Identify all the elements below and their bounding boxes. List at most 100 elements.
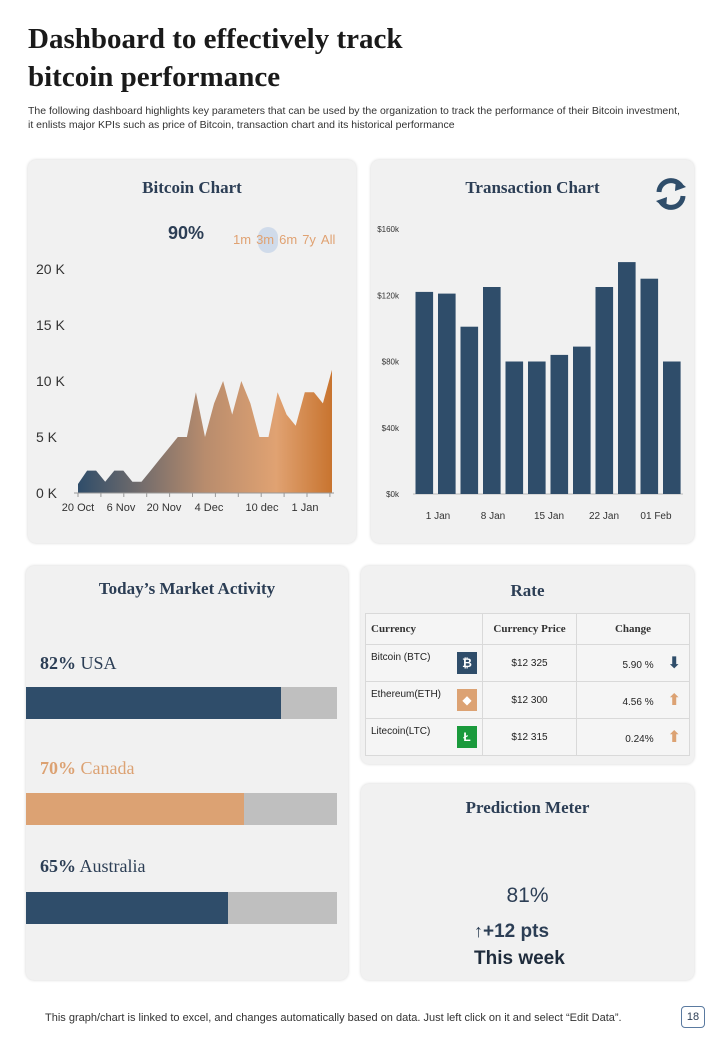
market-row-percent: 82% — [40, 653, 76, 673]
transaction-chart-card: Transaction Chart $0k $40k $80k $120k $160k 1… — [371, 160, 694, 543]
range-selected-indicator — [258, 227, 278, 253]
transaction-bar — [505, 361, 524, 494]
prediction-points-value: +12 pts — [483, 921, 550, 942]
rate-change-cell: 0.24% ⬆ — [576, 718, 690, 756]
transaction-bar-chart[interactable]: $0k $40k $80k $120k $160k 1 Jan 8 Jan 15 Jan 22 … — [371, 160, 694, 543]
currency-price: $12 325 — [482, 644, 577, 682]
range-option-1m[interactable]: 1m — [233, 232, 252, 247]
transaction-bar — [460, 326, 479, 494]
market-activity-title: Today’s Market Activity — [98, 579, 276, 598]
market-row-label: 70% Canada — [40, 758, 134, 779]
page-title-line2: bitcoin performance — [28, 61, 281, 93]
prediction-percent: 81% — [506, 884, 549, 907]
market-bar-fill — [26, 793, 244, 825]
transaction-bar — [640, 278, 659, 494]
change-value: 0.24% — [625, 734, 654, 745]
rate-change-cell: 4.56 % ⬆ — [576, 681, 690, 719]
market-bar-fill — [26, 892, 229, 924]
y-tick-label: 20 K — [36, 261, 65, 277]
bitcoin-chart-card: Bitcoin Chart 90% 1m 3m 6m 7y All 0 K 5 K 10 K… — [28, 160, 356, 543]
x-tick-label: 01 Feb — [640, 511, 672, 522]
down-arrow-icon: ⬇ — [667, 655, 681, 672]
rate-header-price: Currency Price — [482, 613, 577, 645]
rate-card: Rate Currency Currency Price Change Bitc… — [361, 566, 694, 764]
footer-note: This graph/chart is linked to excel, and… — [45, 1012, 622, 1024]
page-title-line1: Dashboard to effectively track — [28, 23, 403, 55]
market-bar-track — [26, 892, 337, 924]
market-row-label: 65% Australia — [40, 856, 146, 877]
market-row-percent: 65% — [40, 856, 76, 876]
x-tick-label: 4 Dec — [195, 502, 224, 514]
rate-row: Bitcoin (BTC) ₿ $12 325 5.90 % ⬇ — [365, 644, 690, 682]
y-tick-label: $0k — [386, 490, 400, 499]
coin-icon: Ł — [457, 726, 477, 748]
page-number: 18 — [681, 1006, 705, 1028]
range-option-6m[interactable]: 6m — [279, 232, 298, 247]
prediction-period: This week — [474, 948, 565, 969]
currency-price: $12 315 — [482, 718, 577, 756]
x-tick-label: 10 dec — [245, 502, 279, 514]
transaction-bar — [663, 361, 681, 494]
bitcoin-chart-title: Bitcoin Chart — [142, 178, 242, 197]
y-tick-label: 10 K — [36, 373, 65, 389]
market-bar-track — [26, 687, 337, 719]
market-row-percent: 70% — [40, 758, 76, 778]
y-tick-label: 15 K — [36, 317, 65, 333]
transaction-bar — [618, 262, 636, 494]
up-arrow-icon: ⬆ — [667, 729, 681, 746]
bitcoin-price-area — [78, 369, 332, 493]
range-option-3m[interactable]: 3m — [256, 232, 275, 247]
transaction-bar — [550, 354, 569, 494]
currency-name: Ethereum(ETH) — [371, 689, 442, 700]
rate-currency-cell: Bitcoin (BTC) ₿ — [365, 644, 483, 682]
y-tick-label: $40k — [382, 424, 400, 433]
prediction-points: ↑+12 pts — [474, 921, 549, 943]
page-subtitle: The following dashboard highlights key p… — [28, 105, 680, 131]
x-tick-label: 6 Nov — [107, 502, 136, 514]
prediction-meter-title: Prediction Meter — [465, 798, 590, 817]
market-row-country: USA — [80, 653, 117, 673]
up-arrow-icon: ↑ — [474, 921, 483, 941]
coin-icon: ◆ — [457, 689, 477, 711]
range-option-All[interactable]: All — [320, 232, 336, 247]
currency-name: Bitcoin (BTC) — [371, 652, 431, 663]
bitcoin-area-chart[interactable]: 0 K 5 K 10 K 15 K 20 K 20 Oct 6 Nov 20 Nov 4 Dec… — [28, 160, 356, 543]
market-row-country: Canada — [80, 758, 135, 778]
transaction-bar — [528, 361, 546, 494]
rate-header-change: Change — [576, 613, 690, 645]
y-tick-label: 5 K — [36, 429, 58, 445]
transaction-chart-title: Transaction Chart — [465, 178, 600, 197]
refresh-icon[interactable] — [651, 174, 691, 214]
y-tick-label: $80k — [382, 358, 400, 367]
market-bar-fill — [26, 687, 282, 719]
rate-table: Currency Currency Price Change Bitcoin (… — [365, 613, 690, 756]
transaction-bar — [595, 287, 614, 494]
market-activity-card: Today’s Market Activity 82% USA 70% Canad… — [26, 566, 348, 980]
market-row-label: 82% USA — [40, 653, 117, 674]
currency-name: Litecoin(LTC) — [371, 726, 431, 737]
x-tick-label: 20 Nov — [147, 502, 182, 514]
transaction-bar — [573, 346, 591, 494]
x-tick-label: 1 Jan — [426, 511, 450, 522]
rate-row: Litecoin(LTC) Ł $12 315 0.24% ⬆ — [365, 718, 690, 756]
rate-row: Ethereum(ETH) ◆ $12 300 4.56 % ⬆ — [365, 681, 690, 719]
transaction-bar — [438, 293, 456, 494]
range-selector[interactable]: 1m 3m 6m 7y All — [233, 232, 340, 247]
market-bar-track — [26, 793, 337, 825]
rate-currency-cell: Litecoin(LTC) Ł — [365, 718, 483, 756]
range-option-7y[interactable]: 7y — [302, 232, 316, 247]
transaction-bar — [483, 287, 501, 494]
currency-price: $12 300 — [482, 681, 577, 719]
x-tick-label: 20 Oct — [62, 502, 94, 514]
page-title: Dashboard to effectively track bitcoin p… — [28, 20, 588, 96]
rate-currency-cell: Ethereum(ETH) ◆ — [365, 681, 483, 719]
x-tick-label: 1 Jan — [292, 502, 319, 514]
y-tick-label: $160k — [377, 225, 400, 234]
rate-header-currency: Currency — [365, 613, 483, 645]
change-value: 5.90 % — [622, 660, 654, 671]
bitcoin-percent: 90% — [168, 223, 205, 243]
change-value: 4.56 % — [622, 697, 654, 708]
coin-icon: ₿ — [457, 652, 477, 674]
x-tick-label: 8 Jan — [481, 511, 505, 522]
y-tick-label: $120k — [377, 291, 400, 300]
